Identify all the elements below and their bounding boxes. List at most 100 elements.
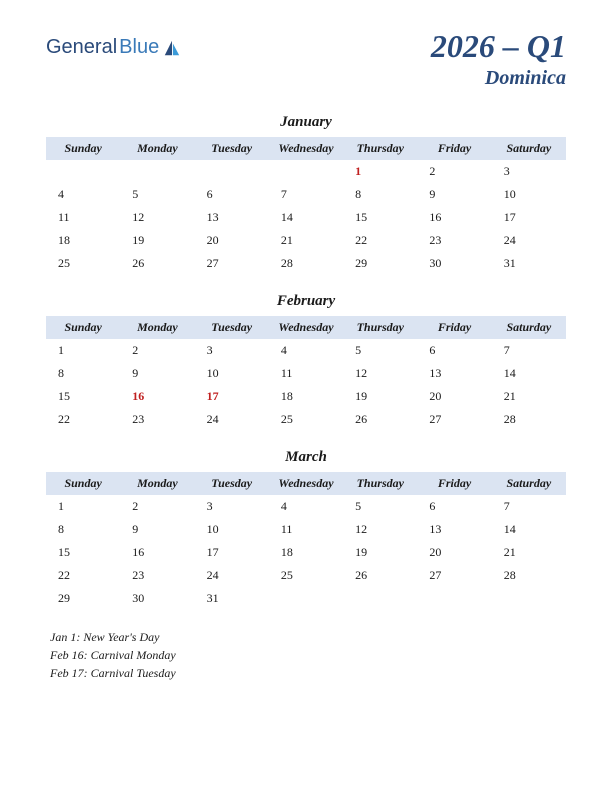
day-cell: 13 <box>195 206 269 229</box>
table-row: 891011121314 <box>46 362 566 385</box>
day-cell: 19 <box>120 229 194 252</box>
day-cell: 13 <box>417 362 491 385</box>
day-cell <box>195 160 269 183</box>
day-cell: 5 <box>120 183 194 206</box>
calendars-container: JanuarySundayMondayTuesdayWednesdayThurs… <box>46 114 566 610</box>
day-cell: 7 <box>492 339 566 362</box>
day-cell: 8 <box>46 518 120 541</box>
day-cell: 20 <box>417 385 491 408</box>
day-cell: 6 <box>195 183 269 206</box>
holiday-entry: Jan 1: New Year's Day <box>50 628 566 646</box>
table-row: 18192021222324 <box>46 229 566 252</box>
day-header: Tuesday <box>195 137 269 160</box>
day-header: Monday <box>120 137 194 160</box>
day-cell: 17 <box>195 541 269 564</box>
day-header: Monday <box>120 472 194 495</box>
table-row: 123 <box>46 160 566 183</box>
day-cell: 15 <box>343 206 417 229</box>
month-name: January <box>46 114 566 131</box>
day-cell: 15 <box>46 385 120 408</box>
table-row: 15161718192021 <box>46 541 566 564</box>
day-header: Thursday <box>343 137 417 160</box>
day-cell: 11 <box>269 518 343 541</box>
day-cell: 21 <box>492 541 566 564</box>
day-header: Friday <box>417 137 491 160</box>
logo-sail-icon <box>163 39 181 57</box>
day-cell: 18 <box>269 385 343 408</box>
day-cell: 8 <box>46 362 120 385</box>
day-cell: 17 <box>492 206 566 229</box>
day-cell: 23 <box>120 564 194 587</box>
day-cell: 10 <box>195 362 269 385</box>
day-cell: 12 <box>120 206 194 229</box>
day-cell: 29 <box>46 587 120 610</box>
day-cell: 10 <box>492 183 566 206</box>
day-cell: 28 <box>492 408 566 431</box>
day-cell: 20 <box>195 229 269 252</box>
table-row: 1234567 <box>46 339 566 362</box>
title-block: 2026 – Q1 Dominica <box>431 28 566 90</box>
day-cell: 14 <box>492 362 566 385</box>
day-cell: 12 <box>343 362 417 385</box>
day-cell: 18 <box>46 229 120 252</box>
day-header: Thursday <box>343 316 417 339</box>
day-cell: 18 <box>269 541 343 564</box>
day-cell: 25 <box>269 408 343 431</box>
day-cell: 24 <box>492 229 566 252</box>
day-cell: 10 <box>195 518 269 541</box>
day-cell: 26 <box>343 408 417 431</box>
quarter-title: 2026 – Q1 <box>431 28 566 65</box>
logo-text-general: General <box>46 36 117 59</box>
header: General Blue 2026 – Q1 Dominica <box>46 28 566 90</box>
day-cell: 16 <box>120 385 194 408</box>
day-cell: 21 <box>269 229 343 252</box>
holiday-entry: Feb 17: Carnival Tuesday <box>50 664 566 682</box>
table-row: 15161718192021 <box>46 385 566 408</box>
table-row: 891011121314 <box>46 518 566 541</box>
day-cell <box>492 587 566 610</box>
day-header: Friday <box>417 316 491 339</box>
day-cell: 13 <box>417 518 491 541</box>
day-cell: 2 <box>120 339 194 362</box>
day-cell: 7 <box>269 183 343 206</box>
day-header: Saturday <box>492 472 566 495</box>
day-cell <box>269 587 343 610</box>
table-row: 25262728293031 <box>46 252 566 275</box>
day-cell: 14 <box>492 518 566 541</box>
logo-text-blue: Blue <box>119 36 159 59</box>
day-cell: 8 <box>343 183 417 206</box>
day-cell: 4 <box>269 495 343 518</box>
day-cell <box>269 160 343 183</box>
day-header: Sunday <box>46 137 120 160</box>
table-row: 22232425262728 <box>46 408 566 431</box>
day-cell: 22 <box>46 408 120 431</box>
day-cell: 1 <box>46 495 120 518</box>
day-cell: 19 <box>343 385 417 408</box>
day-cell: 19 <box>343 541 417 564</box>
day-cell: 16 <box>417 206 491 229</box>
day-header: Sunday <box>46 316 120 339</box>
country-title: Dominica <box>431 67 566 90</box>
day-header: Wednesday <box>269 472 343 495</box>
table-row: 293031 <box>46 587 566 610</box>
table-row: 1234567 <box>46 495 566 518</box>
day-cell: 15 <box>46 541 120 564</box>
day-header: Sunday <box>46 472 120 495</box>
day-cell: 27 <box>195 252 269 275</box>
day-cell: 27 <box>417 408 491 431</box>
calendar-table: SundayMondayTuesdayWednesdayThursdayFrid… <box>46 472 566 610</box>
day-cell: 4 <box>46 183 120 206</box>
day-cell: 16 <box>120 541 194 564</box>
day-cell: 5 <box>343 495 417 518</box>
day-header: Saturday <box>492 137 566 160</box>
day-cell: 26 <box>343 564 417 587</box>
month-block: JanuarySundayMondayTuesdayWednesdayThurs… <box>46 114 566 275</box>
month-name: March <box>46 449 566 466</box>
day-cell: 5 <box>343 339 417 362</box>
day-cell: 28 <box>269 252 343 275</box>
holiday-list: Jan 1: New Year's DayFeb 16: Carnival Mo… <box>46 628 566 682</box>
day-header: Tuesday <box>195 472 269 495</box>
holiday-entry: Feb 16: Carnival Monday <box>50 646 566 664</box>
day-cell: 11 <box>269 362 343 385</box>
day-cell: 24 <box>195 408 269 431</box>
